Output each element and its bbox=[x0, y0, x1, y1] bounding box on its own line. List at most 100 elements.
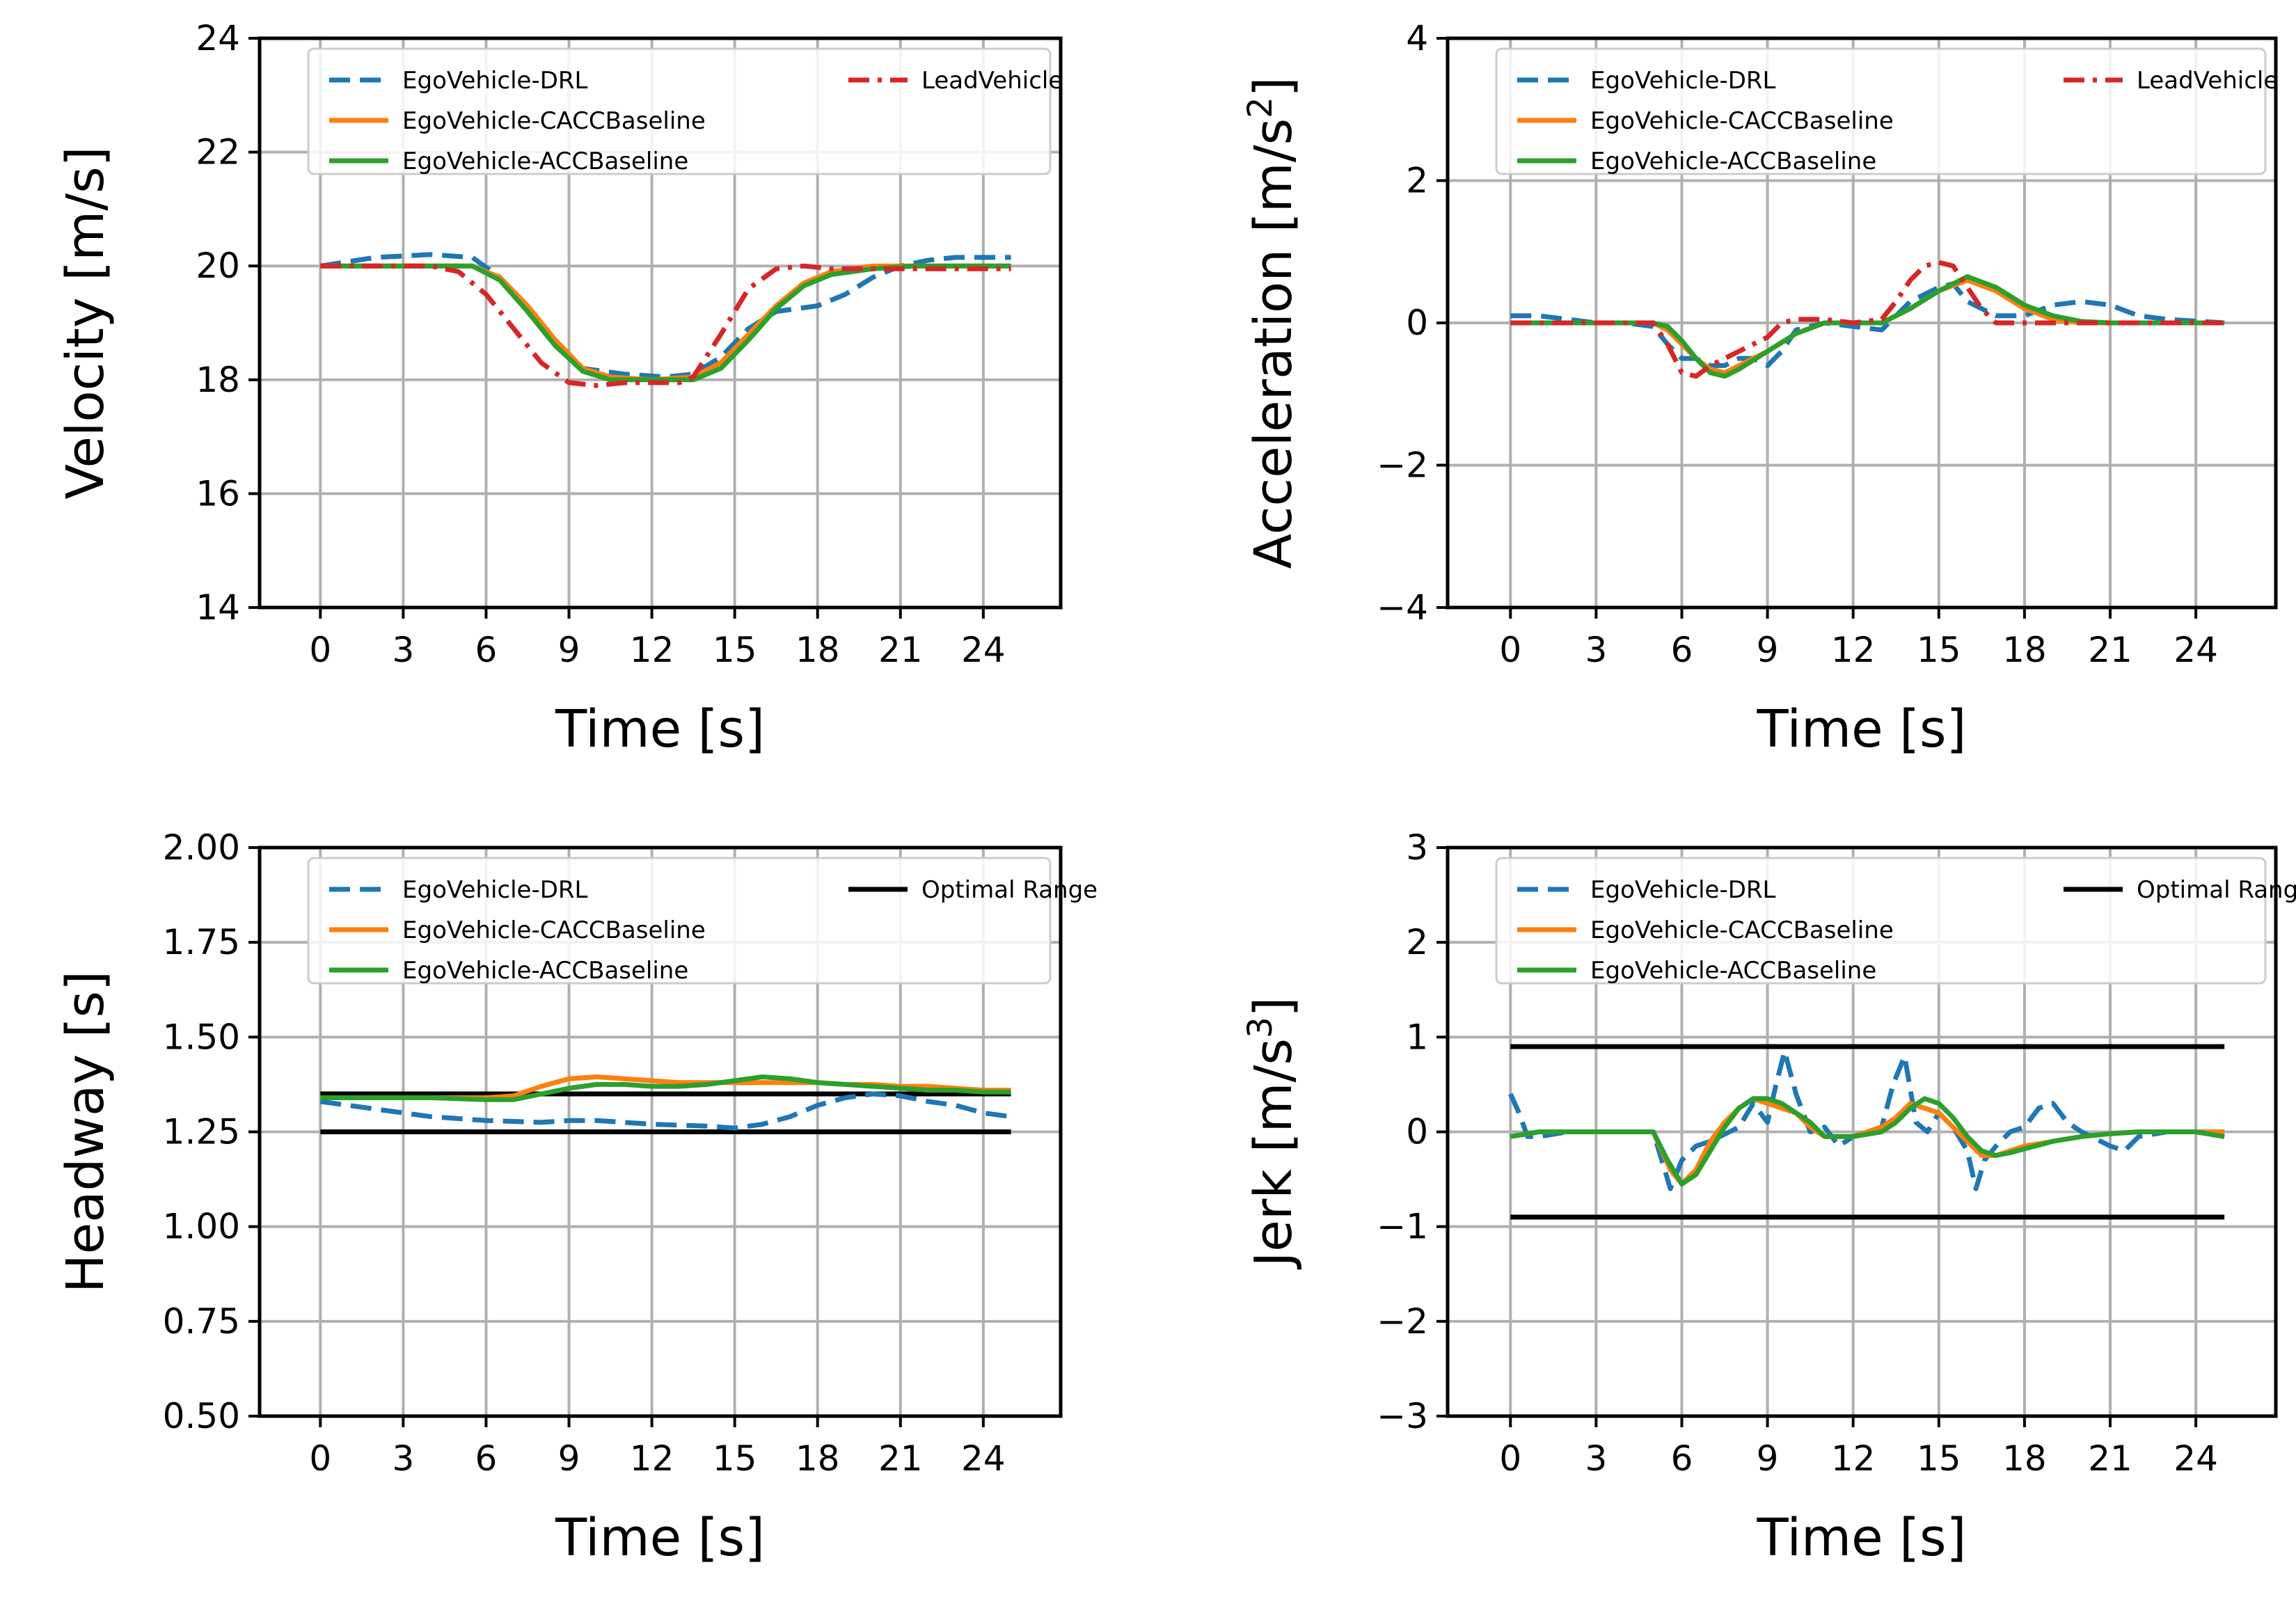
velocity-ytick-label-2: 18 bbox=[196, 360, 240, 400]
velocity-legend-label-0-2: EgoVehicle-ACCBaseline bbox=[402, 148, 688, 175]
acceleration-xtick-label-12: 12 bbox=[1831, 630, 1876, 670]
headway-xtick-label-3: 3 bbox=[392, 1438, 414, 1479]
velocity-xtick-label-18: 18 bbox=[795, 630, 840, 670]
acceleration-ytick-label-3: 2 bbox=[1406, 161, 1428, 201]
acceleration-xtick-label-21: 21 bbox=[2088, 630, 2132, 670]
headway-xtick-label-21: 21 bbox=[878, 1438, 923, 1479]
headway-ytick-label-1: 0.75 bbox=[163, 1301, 240, 1342]
headway-xtick-label-15: 15 bbox=[713, 1438, 757, 1479]
headway-legend: EgoVehicle-DRL EgoVehicle-CACCBaseline Ego… bbox=[307, 857, 1098, 985]
velocity-xtick-label-3: 3 bbox=[392, 630, 414, 670]
headway-ytick-label-4: 1.50 bbox=[163, 1017, 240, 1057]
headway-chart: 0 3 6 9 12 15 18 21 24 0.50 0.75 1.00 1.25 1.50 1.75 2.… bbox=[56, 827, 1098, 1568]
velocity-frame bbox=[258, 36, 1063, 610]
jerk-ytick-label-6: 3 bbox=[1406, 827, 1428, 868]
jerk-xtick-label-15: 15 bbox=[1917, 1438, 1961, 1479]
jerk-xtick-label-18: 18 bbox=[2002, 1438, 2047, 1479]
velocity-xtick-label-6: 6 bbox=[475, 630, 498, 670]
acceleration-ytick-label-0: −4 bbox=[1377, 587, 1428, 628]
acceleration-xtick-label-15: 15 bbox=[1917, 630, 1961, 670]
jerk-series-egovehicle-caccbaseline bbox=[1510, 1096, 2225, 1186]
velocity-legend-label-0-1: EgoVehicle-CACCBaseline bbox=[402, 107, 706, 135]
headway-xtick-label-12: 12 bbox=[630, 1438, 674, 1479]
acceleration-xtick-label-18: 18 bbox=[2002, 630, 2047, 670]
jerk-ytick-label-1: −2 bbox=[1377, 1301, 1428, 1342]
velocity-xtick-label-24: 24 bbox=[961, 630, 1006, 670]
velocity-chart: 0 3 6 9 12 15 18 21 24 14 16 18 20 22 24 Time [s] Veloci… bbox=[56, 18, 1063, 759]
headway-ytick-label-3: 1.25 bbox=[163, 1112, 240, 1152]
acceleration-series-egovehicle-drl bbox=[1510, 281, 2225, 368]
acceleration-ytick-label-4: 4 bbox=[1406, 18, 1428, 58]
jerk-legend-label-0-2: EgoVehicle-ACCBaseline bbox=[1590, 957, 1876, 985]
velocity-legend-label-0-0: EgoVehicle-DRL bbox=[402, 67, 588, 95]
headway-xtick-label-24: 24 bbox=[961, 1438, 1006, 1479]
jerk-series-egovehicle-accbaseline bbox=[1510, 1096, 2225, 1186]
velocity-xtick-label-9: 9 bbox=[558, 630, 580, 670]
headway-ylabel: Headway [s] bbox=[56, 971, 116, 1293]
acceleration-legend-label-0-0: EgoVehicle-DRL bbox=[1590, 67, 1776, 95]
jerk-xtick-label-12: 12 bbox=[1831, 1438, 1876, 1479]
acceleration-ytick-label-1: −2 bbox=[1377, 445, 1428, 486]
headway-ytick-label-2: 1.00 bbox=[163, 1207, 240, 1247]
jerk-series-egovehicle-drl bbox=[1508, 1049, 2225, 1191]
jerk-ytick-label-0: −3 bbox=[1377, 1396, 1428, 1436]
acceleration-legend: EgoVehicle-DRL EgoVehicle-CACCBaseline Ego… bbox=[1495, 47, 2278, 175]
headway-ytick-label-5: 1.75 bbox=[163, 922, 240, 962]
jerk-legend-label-0-0: EgoVehicle-DRL bbox=[1590, 876, 1776, 904]
velocity-xtick-label-21: 21 bbox=[878, 630, 923, 670]
headway-legend-label-0-0: EgoVehicle-DRL bbox=[402, 876, 588, 904]
acceleration-series-egovehicle-accbaseline bbox=[1510, 274, 2225, 379]
acceleration-xlabel: Time [s] bbox=[1757, 699, 1967, 759]
jerk-xtick-label-6: 6 bbox=[1671, 1438, 1693, 1479]
headway-xlabel: Time [s] bbox=[555, 1508, 765, 1568]
acceleration-xtick-label-3: 3 bbox=[1585, 630, 1607, 670]
velocity-xlabel: Time [s] bbox=[555, 699, 765, 759]
velocity-ytick-label-0: 14 bbox=[196, 587, 240, 628]
jerk-ytick-label-2: −1 bbox=[1377, 1207, 1428, 1247]
velocity-ytick-label-4: 22 bbox=[196, 132, 240, 173]
velocity-xtick-label-12: 12 bbox=[630, 630, 674, 670]
velocity-series-egovehicle-accbaseline bbox=[320, 263, 1011, 383]
jerk-ytick-label-4: 1 bbox=[1406, 1017, 1428, 1057]
acceleration-legend-label-1-0: LeadVehicle bbox=[2137, 67, 2278, 95]
headway-xtick-label-0: 0 bbox=[309, 1438, 331, 1479]
headway-legend-label-1-0: Optimal Range bbox=[921, 876, 1098, 904]
acceleration-xtick-label-9: 9 bbox=[1757, 630, 1779, 670]
acceleration-series-egovehicle-caccbaseline bbox=[1510, 278, 2225, 376]
velocity-series-egovehicle-drl bbox=[319, 252, 1011, 380]
velocity-xtick-label-15: 15 bbox=[713, 630, 757, 670]
jerk-ylabel: Jerk [m/s3] bbox=[1241, 996, 1304, 1269]
acceleration-xtick-label-24: 24 bbox=[2174, 630, 2218, 670]
jerk-xtick-label-21: 21 bbox=[2088, 1438, 2132, 1479]
velocity-xtick-label-0: 0 bbox=[309, 630, 331, 670]
jerk-xtick-label-9: 9 bbox=[1757, 1438, 1779, 1479]
jerk-ytick-label-3: 0 bbox=[1406, 1112, 1428, 1152]
jerk-ytick-label-5: 2 bbox=[1406, 922, 1428, 962]
jerk-legend: EgoVehicle-DRL EgoVehicle-CACCBaseline Ego… bbox=[1495, 857, 2296, 985]
acceleration-ylabel: Acceleration [m/s2] bbox=[1241, 77, 1304, 569]
headway-ytick-label-6: 2.00 bbox=[163, 827, 240, 868]
headway-xtick-label-18: 18 bbox=[795, 1438, 840, 1479]
velocity-ylabel: Velocity [m/s] bbox=[56, 146, 116, 499]
jerk-legend-label-1-0: Optimal Range bbox=[2137, 876, 2296, 904]
velocity-series-leadvehicle bbox=[320, 263, 1011, 388]
acceleration-legend-label-0-1: EgoVehicle-CACCBaseline bbox=[1590, 107, 1894, 135]
headway-legend-label-0-2: EgoVehicle-ACCBaseline bbox=[402, 957, 688, 985]
headway-legend-label-0-1: EgoVehicle-CACCBaseline bbox=[402, 916, 706, 944]
acceleration-legend-label-0-2: EgoVehicle-ACCBaseline bbox=[1590, 148, 1876, 175]
jerk-legend-label-0-1: EgoVehicle-CACCBaseline bbox=[1590, 916, 1894, 944]
velocity-ytick-label-1: 16 bbox=[196, 473, 240, 514]
jerk-xlabel: Time [s] bbox=[1757, 1508, 1967, 1568]
headway-ytick-label-0: 0.50 bbox=[163, 1396, 240, 1436]
acceleration-xtick-label-6: 6 bbox=[1671, 630, 1693, 670]
jerk-xtick-label-0: 0 bbox=[1499, 1438, 1521, 1479]
velocity-ytick-label-3: 20 bbox=[196, 246, 240, 286]
headway-series-egovehicle-accbaseline bbox=[320, 1074, 1011, 1102]
acceleration-ytick-label-2: 0 bbox=[1406, 303, 1428, 343]
acceleration-xtick-label-0: 0 bbox=[1499, 630, 1521, 670]
headway-xtick-label-9: 9 bbox=[558, 1438, 580, 1479]
headway-series-egovehicle-drl bbox=[319, 1091, 1012, 1131]
jerk-xtick-label-24: 24 bbox=[2174, 1438, 2218, 1479]
